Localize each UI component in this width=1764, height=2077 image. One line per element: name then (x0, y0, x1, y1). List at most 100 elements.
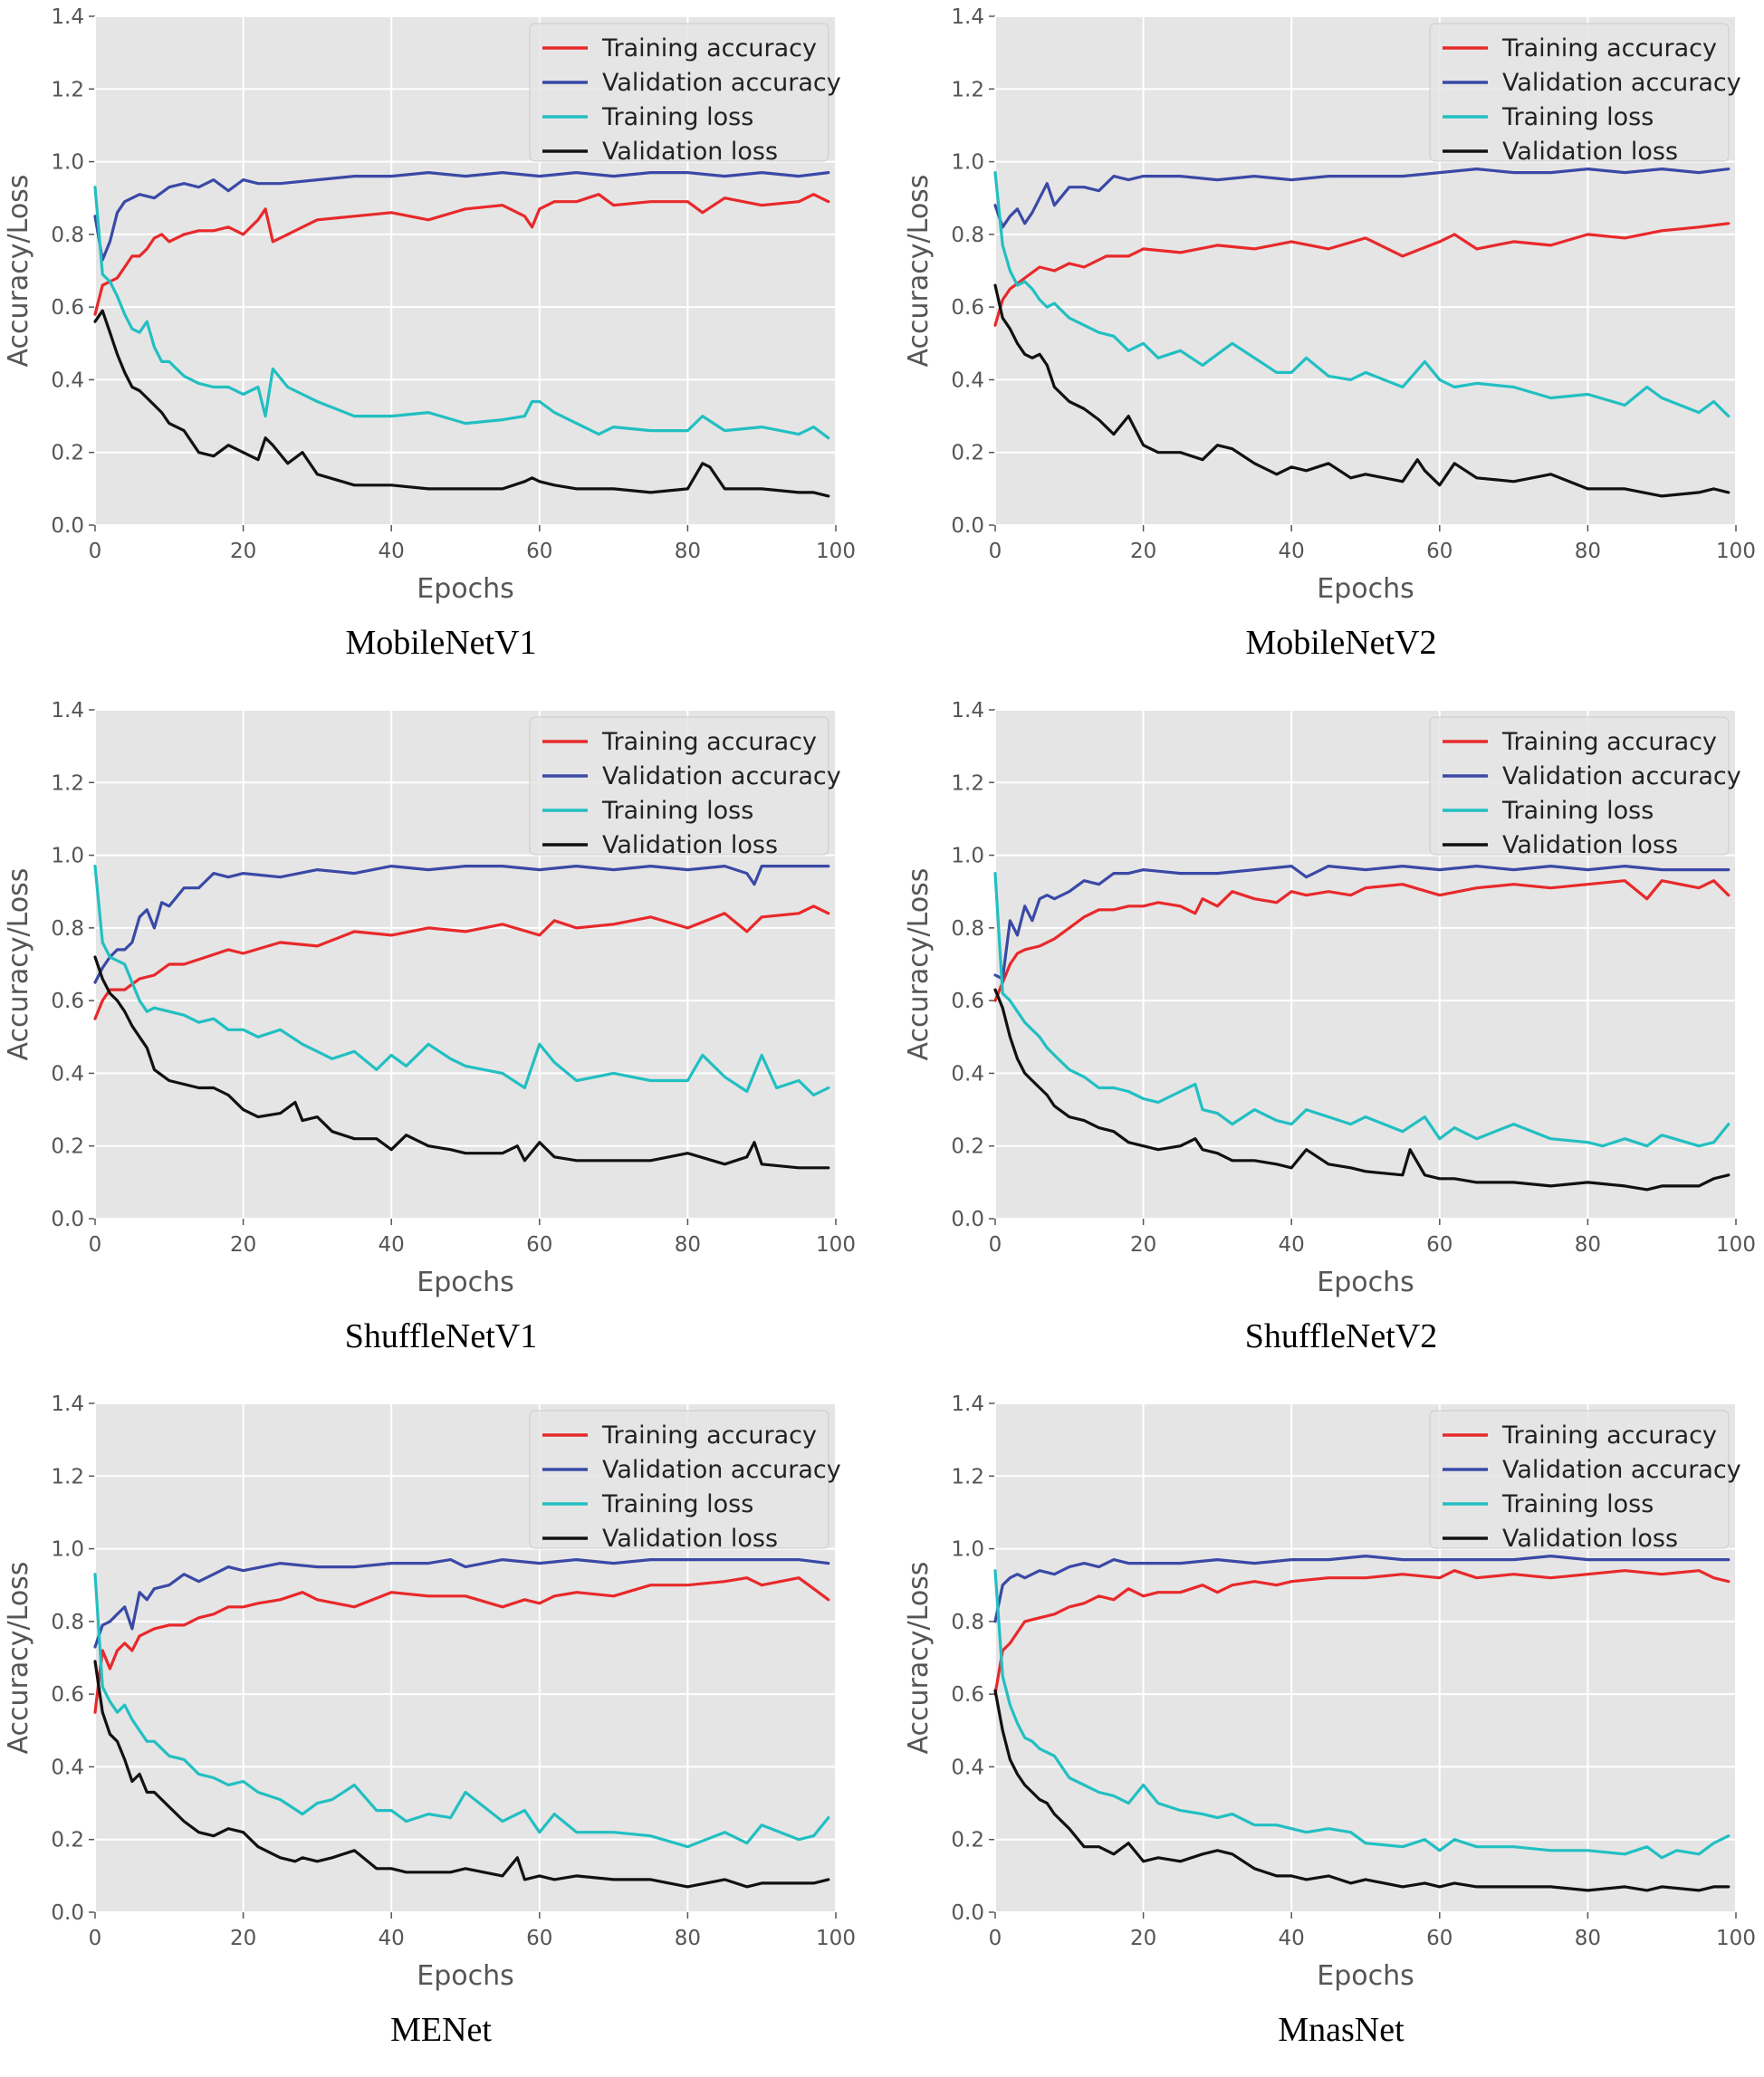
chart-panel: 0.0 0.2 0.4 0.6 0.8 1.0 1.2 1.4 0 20 40 60 80 100 Epoc… (0, 1387, 882, 2077)
chart-panel: 0.0 0.2 0.4 0.6 0.8 1.0 1.2 1.4 0 20 40 60 80 100 Epoc… (900, 694, 1764, 1383)
series-line-train-acc (93, 1576, 830, 1714)
line-chart: 0.0 0.2 0.4 0.6 0.8 1.0 1.2 1.4 0 20 40 60 80 100 Epoc… (3, 1393, 856, 1992)
y-tick-label: 0.4 (51, 368, 84, 392)
x-tick-label: 100 (816, 1927, 856, 1950)
legend-label: Validation accuracy (1502, 1456, 1741, 1484)
series-line-train-acc (93, 904, 830, 1020)
y-tick-label: 1.4 (951, 5, 984, 29)
series-line-train-acc (993, 222, 1730, 327)
x-tick-label: 40 (1279, 1233, 1305, 1257)
legend-label: Validation loss (1502, 1525, 1678, 1553)
y-tick-label: 1.4 (951, 1393, 984, 1416)
x-tick-label: 100 (1716, 540, 1756, 563)
line-chart: 0.0 0.2 0.4 0.6 0.8 1.0 1.2 1.4 0 20 40 60 80 100 Epoc… (903, 5, 1756, 605)
line-chart: 0.0 0.2 0.4 0.6 0.8 1.0 1.2 1.4 0 20 40 60 80 100 Epoc… (3, 699, 856, 1298)
y-tick-label: 1.2 (51, 78, 84, 101)
series-line-val-acc (993, 1555, 1730, 1623)
y-tick-label: 1.0 (51, 1538, 84, 1562)
legend-label: Training accuracy (601, 1421, 817, 1450)
y-tick-label: 0.8 (951, 1611, 984, 1634)
y-tick-label: 1.0 (951, 845, 984, 868)
legend-label: Training loss (601, 103, 753, 131)
series-line-val-acc (93, 1558, 830, 1649)
legend-label: Training loss (601, 797, 753, 825)
y-tick-label: 0.4 (51, 1062, 84, 1086)
legend: Training accuracy Validation accuracy Trai… (1429, 23, 1741, 166)
y-tick-label: 1.4 (51, 1393, 84, 1416)
x-tick-label: 80 (1575, 1927, 1601, 1950)
y-tick-label: 0.2 (51, 1135, 84, 1159)
legend-label: Validation loss (1502, 831, 1678, 859)
x-tick-label: 20 (230, 540, 256, 563)
x-tick-label: 80 (1575, 1233, 1601, 1257)
y-tick-label: 1.4 (951, 699, 984, 723)
y-tick-label: 0.8 (51, 224, 84, 247)
y-tick-label: 0.4 (951, 1756, 984, 1779)
y-tick-label: 1.0 (951, 151, 984, 175)
y-axis-label: Accuracy/Loss (903, 175, 935, 368)
y-tick-label: 0.4 (951, 368, 984, 392)
series-line-train-loss (993, 872, 1730, 1148)
chart-caption: ShuffleNetV1 (344, 1317, 538, 1355)
x-axis-label: Epochs (1317, 1267, 1414, 1298)
chart-caption: MobileNetV2 (1245, 624, 1437, 662)
x-tick-label: 0 (89, 540, 102, 563)
x-tick-label: 40 (1279, 1927, 1305, 1950)
y-tick-label: 1.0 (951, 1538, 984, 1562)
x-tick-label: 60 (526, 1927, 552, 1950)
chart-caption: MENet (390, 2011, 492, 2049)
series-line-train-loss (993, 171, 1730, 418)
legend-label: Validation accuracy (602, 69, 841, 97)
series-line-val-loss (93, 1660, 830, 1889)
y-tick-label: 0.0 (51, 1208, 84, 1231)
x-tick-label: 0 (89, 1927, 102, 1950)
y-tick-label: 0.2 (951, 442, 984, 465)
line-chart: 0.0 0.2 0.4 0.6 0.8 1.0 1.2 1.4 0 20 40 60 80 100 Epoc… (903, 699, 1756, 1298)
y-tick-label: 0.0 (51, 514, 84, 538)
y-tick-label: 1.2 (951, 771, 984, 795)
legend: Training accuracy Validation accuracy Trai… (529, 716, 841, 859)
legend: Training accuracy Validation accuracy Trai… (529, 23, 841, 166)
line-chart: 0.0 0.2 0.4 0.6 0.8 1.0 1.2 1.4 0 20 40 60 80 100 Epoc… (903, 1393, 1756, 1992)
y-tick-label: 0.2 (51, 442, 84, 465)
chart-caption: MnasNet (1278, 2011, 1404, 2049)
series-line-train-loss (93, 1573, 830, 1849)
y-axis-label: Accuracy/Loss (3, 1562, 34, 1755)
series-line-train-loss (993, 1569, 1730, 1860)
chart-caption: MobileNetV1 (345, 624, 537, 662)
y-tick-label: 0.8 (951, 917, 984, 941)
x-tick-label: 40 (1279, 540, 1305, 563)
series-line-train-acc (993, 879, 1730, 1002)
legend: Training accuracy Validation accuracy Trai… (1429, 1410, 1741, 1553)
y-tick-label: 1.4 (51, 5, 84, 29)
chart-panel: 0.0 0.2 0.4 0.6 0.8 1.0 1.2 1.4 0 20 40 60 80 100 Epoc… (900, 1387, 1764, 2077)
x-tick-label: 0 (989, 1927, 1002, 1950)
y-axis-label: Accuracy/Loss (903, 1562, 935, 1755)
legend-label: Validation loss (602, 1525, 778, 1553)
legend-label: Validation loss (602, 831, 778, 859)
x-tick-label: 20 (1130, 1233, 1156, 1257)
x-tick-label: 20 (1130, 1927, 1156, 1950)
x-tick-label: 80 (675, 1927, 701, 1950)
x-tick-label: 40 (379, 1927, 405, 1950)
legend-label: Training loss (1501, 103, 1654, 131)
series-line-val-loss (993, 283, 1730, 498)
x-tick-label: 100 (816, 1233, 856, 1257)
x-tick-label: 80 (675, 540, 701, 563)
x-tick-label: 60 (1426, 1233, 1452, 1257)
y-tick-label: 0.6 (51, 990, 84, 1013)
legend-label: Training loss (601, 1490, 753, 1518)
x-tick-label: 100 (816, 540, 856, 563)
y-tick-label: 0.0 (951, 1901, 984, 1925)
y-axis-label: Accuracy/Loss (3, 175, 34, 368)
legend: Training accuracy Validation accuracy Trai… (1429, 716, 1741, 859)
chart-panel: 0.0 0.2 0.4 0.6 0.8 1.0 1.2 1.4 0 20 40 60 80 100 Epoc… (900, 0, 1764, 690)
series-line-val-loss (993, 988, 1730, 1192)
legend-label: Training accuracy (1501, 34, 1717, 62)
y-tick-label: 1.4 (51, 699, 84, 723)
series-line-val-acc (993, 168, 1730, 229)
y-tick-label: 0.6 (951, 1683, 984, 1707)
chart-caption: ShuffleNetV2 (1244, 1317, 1438, 1355)
x-axis-label: Epochs (417, 1267, 514, 1298)
